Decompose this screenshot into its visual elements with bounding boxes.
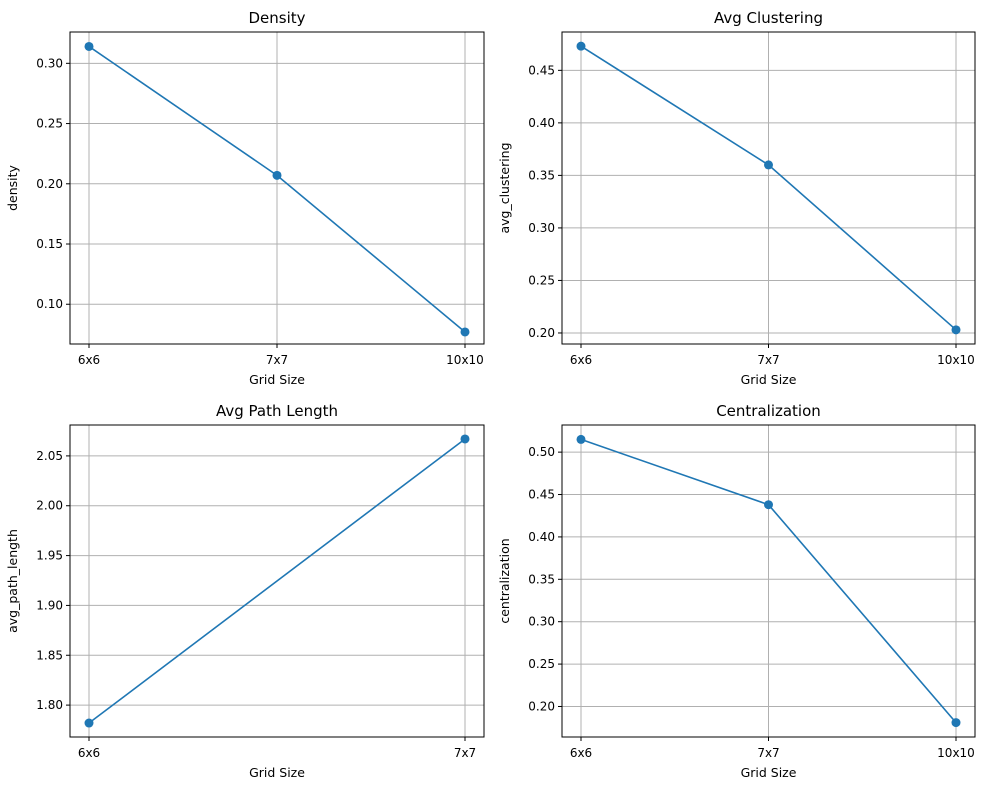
axes-frame [561,424,976,738]
series-line [88,438,466,724]
y-tick-label: 0.20 [528,326,555,340]
x-axis-label: Grid Size [741,765,797,780]
y-axis-label: avg_path_length [5,529,20,633]
axes-frame [561,31,976,345]
data-point [460,327,470,337]
data-point [951,325,961,335]
y-axis-label: avg_clustering [497,142,512,233]
subplot-4: 0.20 0.25 0.30 0.35 0.40 0.45 0.50 6x6 7x7 10x10 C… [497,402,976,780]
y-tick-label: 0.40 [528,116,555,130]
data-point [460,434,470,444]
y-tick-label: 0.20 [528,699,555,713]
x-tick-label: 7x7 [454,746,476,760]
y-tick-label: 0.25 [528,273,555,287]
data-point [576,41,586,51]
y-tick-label: 0.20 [36,177,63,191]
x-tick-label: 7x7 [757,746,779,760]
y-tick-label: 0.30 [36,56,63,70]
y-tick-label: 0.25 [36,117,63,131]
y-tick-label: 0.35 [528,572,555,586]
y-tick-label: 0.30 [528,615,555,629]
x-tick-label: 10x10 [446,353,484,367]
subplot-2: 0.20 0.25 0.30 0.35 0.40 0.45 6x6 7x7 10x10 Avg C… [497,9,976,387]
x-tick-label: 10x10 [937,353,975,367]
y-tick-label: 2.00 [36,499,63,513]
y-tick-label: 1.95 [36,549,63,563]
x-tick-label: 7x7 [266,353,288,367]
subplot-title: Centralization [716,402,821,420]
y-tick-label: 0.10 [36,297,63,311]
data-point [951,718,961,728]
subplot-title: Density [248,9,305,27]
y-tick-label: 0.25 [528,657,555,671]
y-axis-label: centralization [497,538,512,623]
y-tick-label: 0.45 [528,63,555,77]
data-point [764,500,773,510]
y-tick-label: 2.05 [36,449,63,463]
y-tick-label: 0.50 [528,445,555,459]
subplot-title: Avg Clustering [714,9,823,27]
y-tick-label: 1.85 [36,648,63,662]
x-tick-label: 6x6 [570,746,592,760]
data-point [272,170,282,180]
subplot-3: 1.80 1.85 1.90 1.95 2.00 2.05 6x6 7x7 Avg Path L… [5,402,485,780]
x-tick-label: 7x7 [757,353,779,367]
y-tick-label: 0.40 [528,530,555,544]
y-tick-label: 0.45 [528,488,555,502]
y-tick-label: 1.90 [36,598,63,612]
y-tick-label: 1.80 [36,698,63,712]
data-point [84,718,94,728]
x-axis-label: Grid Size [741,372,797,387]
subplot-title: Avg Path Length [216,402,338,420]
x-tick-label: 6x6 [78,746,100,760]
x-axis-label: Grid Size [249,372,305,387]
axes-frame [69,31,485,345]
data-point [576,434,586,444]
subplot-1: 0.10 0.15 0.20 0.25 0.30 6x6 7x7 10x10 Density Gr… [5,9,485,387]
x-axis-label: Grid Size [249,765,305,780]
x-tick-label: 6x6 [570,353,592,367]
y-tick-label: 0.30 [528,221,555,235]
y-tick-label: 0.15 [36,237,63,251]
y-axis-label: density [5,164,20,210]
axes-frame [69,424,485,738]
y-tick-label: 0.35 [528,168,555,182]
x-tick-label: 6x6 [78,353,100,367]
data-point [84,41,94,51]
data-point [764,160,773,170]
x-tick-label: 10x10 [937,746,975,760]
